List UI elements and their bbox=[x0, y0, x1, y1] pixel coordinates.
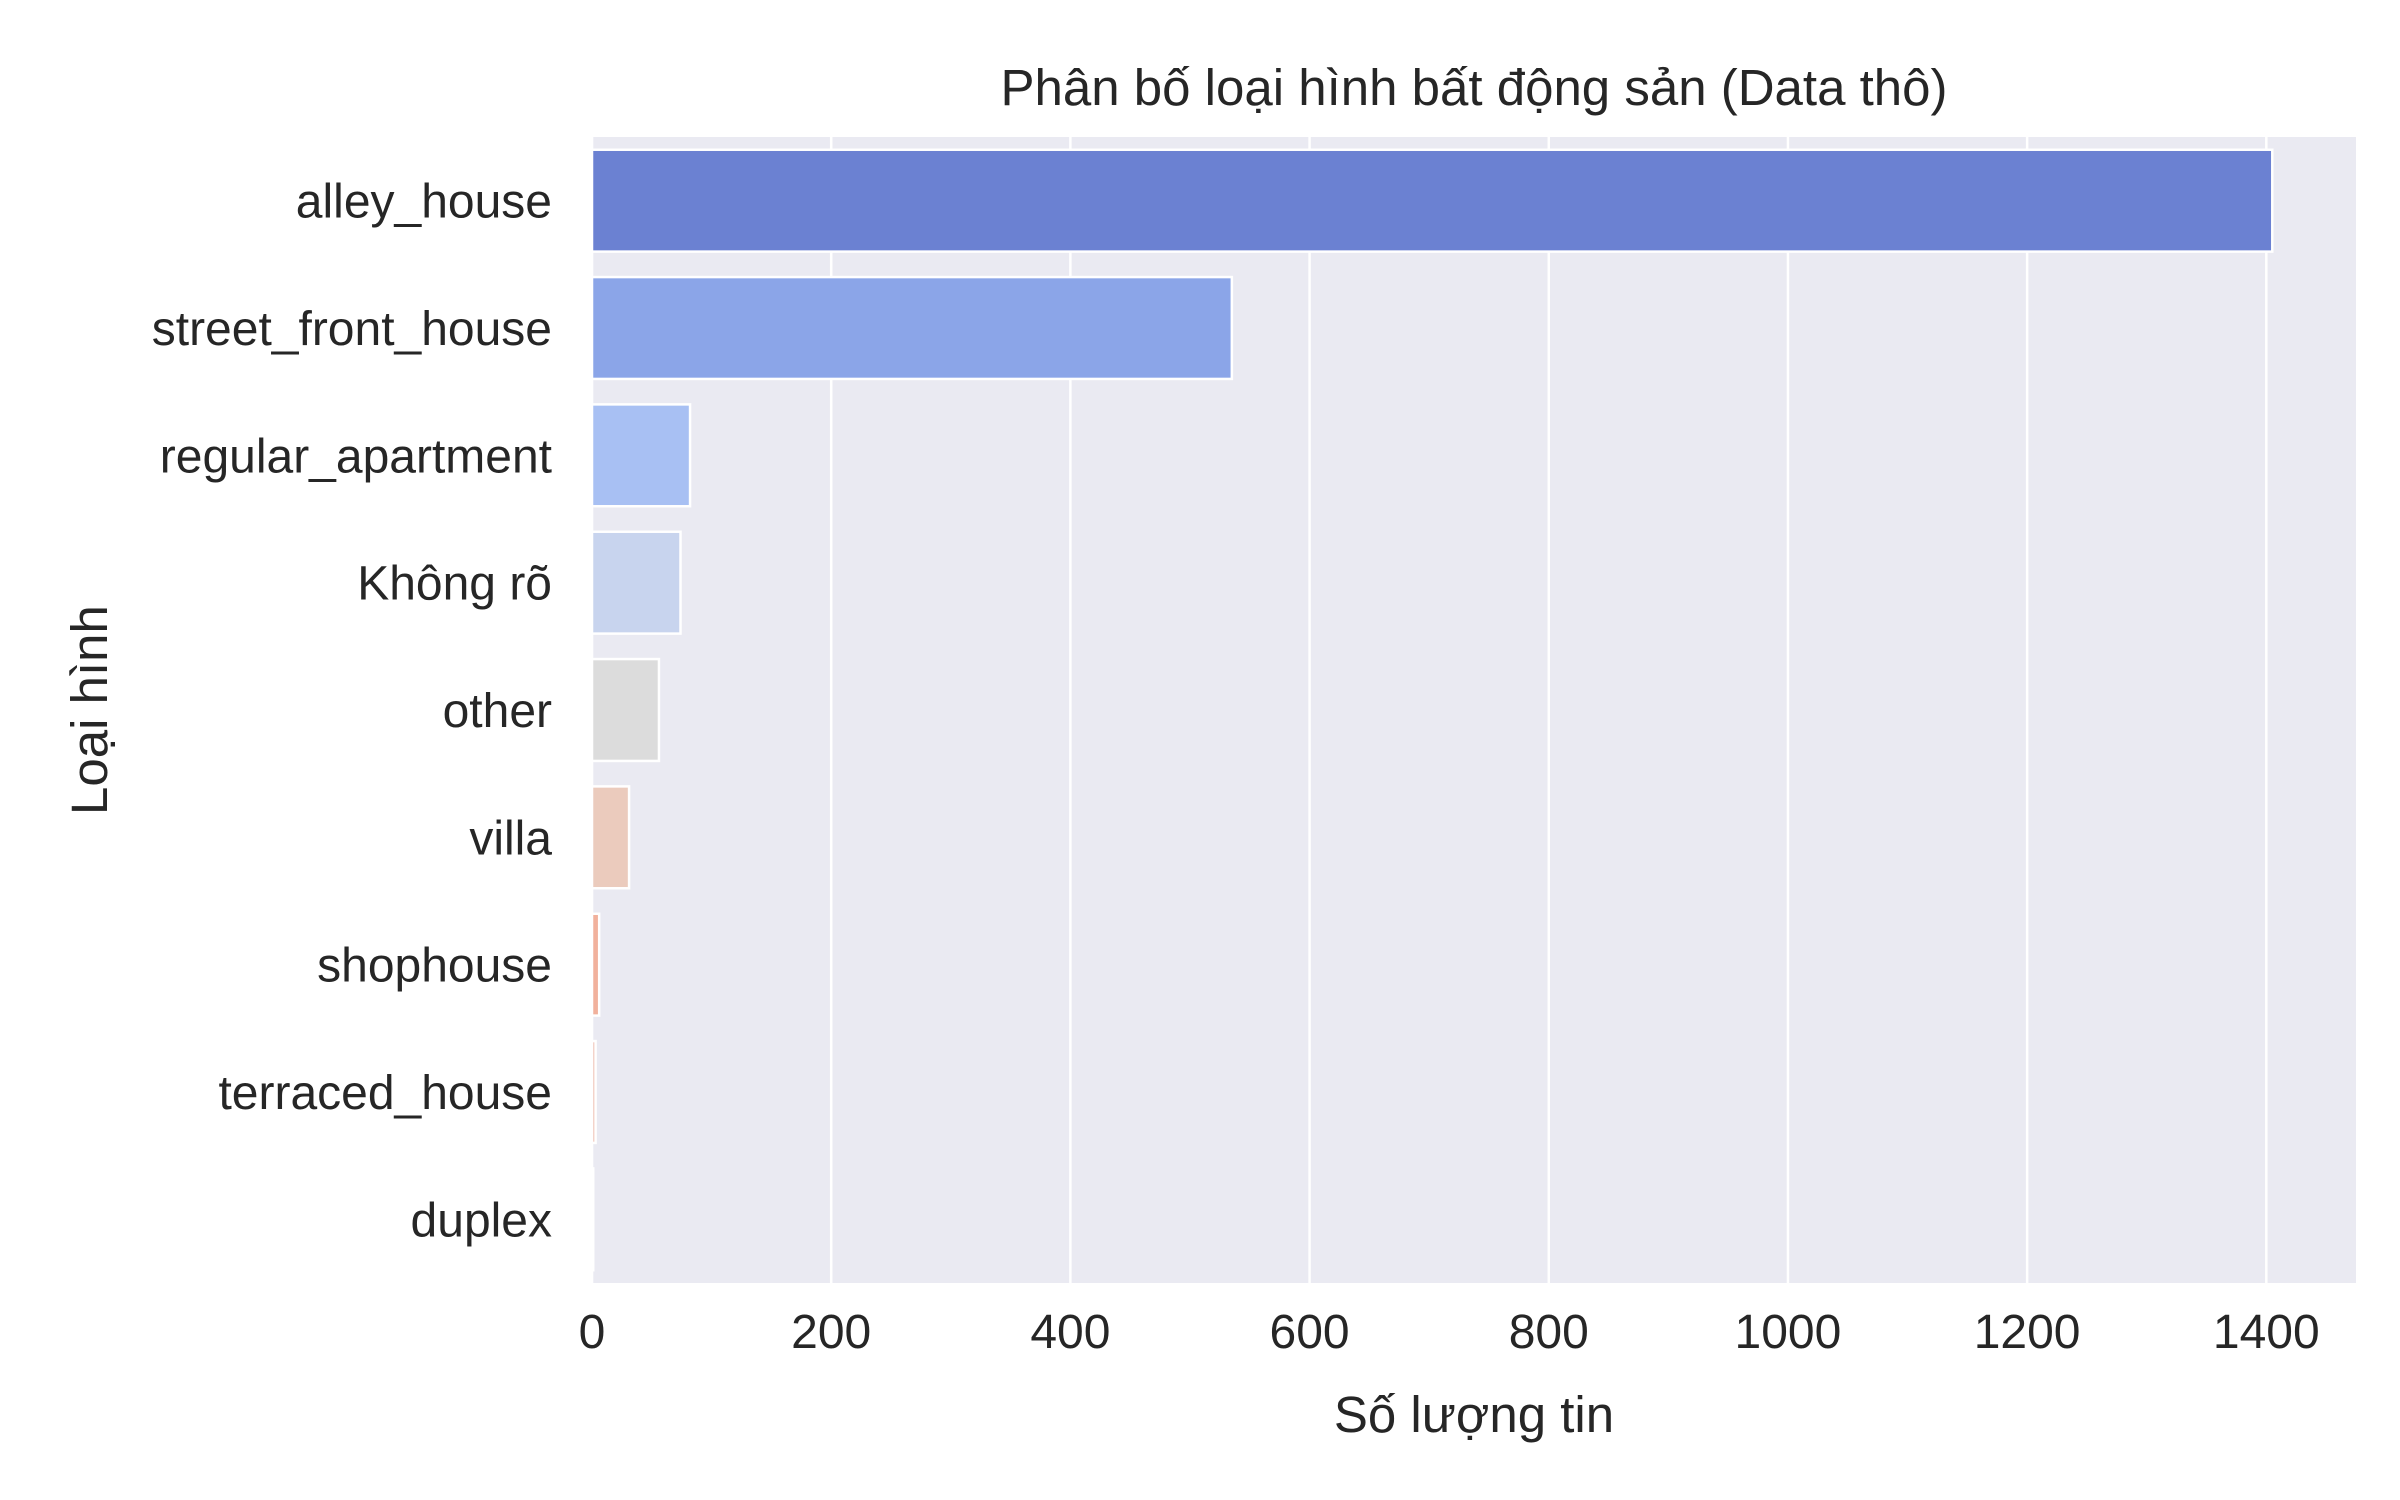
bar-shophouse bbox=[590, 912, 601, 1017]
y-tick-label: street_front_house bbox=[152, 303, 552, 356]
x-tick-label: 200 bbox=[791, 1306, 871, 1359]
x-tick-label: 1400 bbox=[2213, 1306, 2320, 1359]
bar-duplex bbox=[590, 1167, 595, 1272]
y-tick-label: other bbox=[443, 685, 552, 738]
bar-villa bbox=[590, 785, 631, 890]
x-tick-label: 600 bbox=[1270, 1306, 1350, 1359]
x-tick-label: 800 bbox=[1509, 1306, 1589, 1359]
bar-kh-ng-r- bbox=[590, 530, 682, 635]
bar-other bbox=[590, 657, 661, 763]
y-axis-label: Loại hình bbox=[61, 605, 118, 815]
y-tick-label: regular_apartment bbox=[160, 430, 552, 483]
chart-title: Phân bố loại hình bất động sản (Data thô… bbox=[1000, 59, 1948, 116]
y-tick-label: shophouse bbox=[317, 940, 552, 993]
x-tick-label: 1200 bbox=[1974, 1306, 2081, 1359]
x-tick-label: 0 bbox=[579, 1306, 606, 1359]
bar-alley-house bbox=[590, 148, 2274, 253]
y-tick-label: terraced_house bbox=[218, 1067, 552, 1120]
x-tick-label: 1000 bbox=[1735, 1306, 1842, 1359]
y-tick-label: villa bbox=[469, 812, 552, 865]
y-tick-labels: alley_house street_front_house regular_apa… bbox=[152, 176, 553, 1248]
y-tick-label: duplex bbox=[411, 1194, 552, 1247]
x-axis-label: Số lượng tin bbox=[1333, 1386, 1615, 1443]
bar-street-front-house bbox=[590, 275, 1234, 381]
x-tick-labels: 0 200 400 600 800 1000 1200 1400 bbox=[579, 1306, 2320, 1359]
bar-regular-apartment bbox=[590, 403, 692, 508]
y-tick-label: Không rõ bbox=[357, 558, 552, 611]
bar-terraced-house bbox=[590, 1039, 597, 1145]
y-tick-label: alley_house bbox=[296, 176, 552, 229]
bars bbox=[590, 148, 2274, 1272]
x-tick-label: 400 bbox=[1030, 1306, 1110, 1359]
